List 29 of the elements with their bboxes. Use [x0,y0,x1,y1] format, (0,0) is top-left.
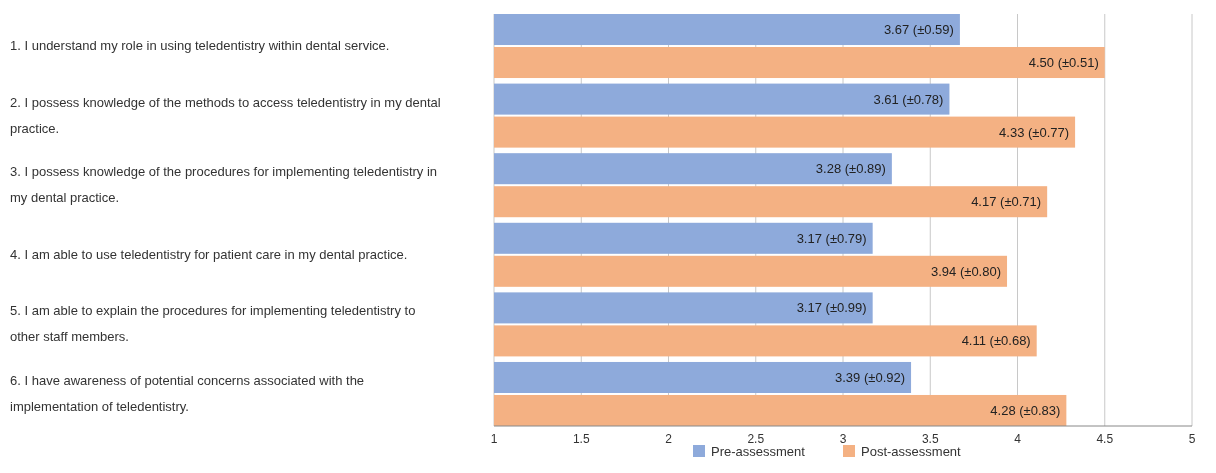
data-label: 3.17 (±0.79) [796,230,867,246]
data-label: 3.39 (±0.92) [835,370,906,386]
data-label: 4.50 (±0.51) [1028,55,1099,71]
data-label: 3.67 (±0.59) [883,22,954,38]
x-tick-label: 2.5 [747,432,765,446]
data-label: 3.17 (±0.99) [796,300,867,316]
x-tick-label: 4.5 [1096,432,1114,446]
data-label: 4.17 (±0.71) [971,194,1042,210]
y-tick-label: 6. I have awareness of potential concerns associated with the implementation of teledentistry. [10,372,365,414]
x-tick-label: 2 [665,432,673,446]
x-tick-label: 1 [490,432,498,446]
x-tick-label: 3.5 [921,432,939,446]
data-label: 4.33 (±0.77) [999,124,1070,140]
data-label: 3.61 (±0.78) [873,91,944,107]
legend-label: Pre-assessment [711,444,806,459]
y-tick-label: 1. I understand my role in using teledentistry within dental service. [10,38,390,54]
y-tick-label: 5. I am able to explain the procedures for implementing teledentistry to other staff members. [10,303,416,345]
data-label: 3.28 (±0.89) [815,161,886,177]
y-tick-label: 4. I am able to use teledentistry for patient care in my dental practice. [10,246,408,262]
data-label: 3.94 (±0.80) [931,263,1002,279]
x-tick-label: 3 [839,432,847,446]
x-tick-label: 1.5 [572,432,590,446]
data-label: 4.11 (±0.68) [961,333,1031,349]
legend-label: Post-assessment [861,444,962,459]
y-tick-label: 2. I possess knowledge of the methods to access teledentistry in my dental practice. [10,94,441,136]
y-tick-label: 3. I possess knowledge of the procedures for implementing teledentistry in my dental practice. [10,164,438,206]
x-tick-label: 5 [1188,432,1196,446]
data-label: 4.28 (±0.83) [990,403,1061,419]
x-tick-label: 4 [1014,432,1022,446]
